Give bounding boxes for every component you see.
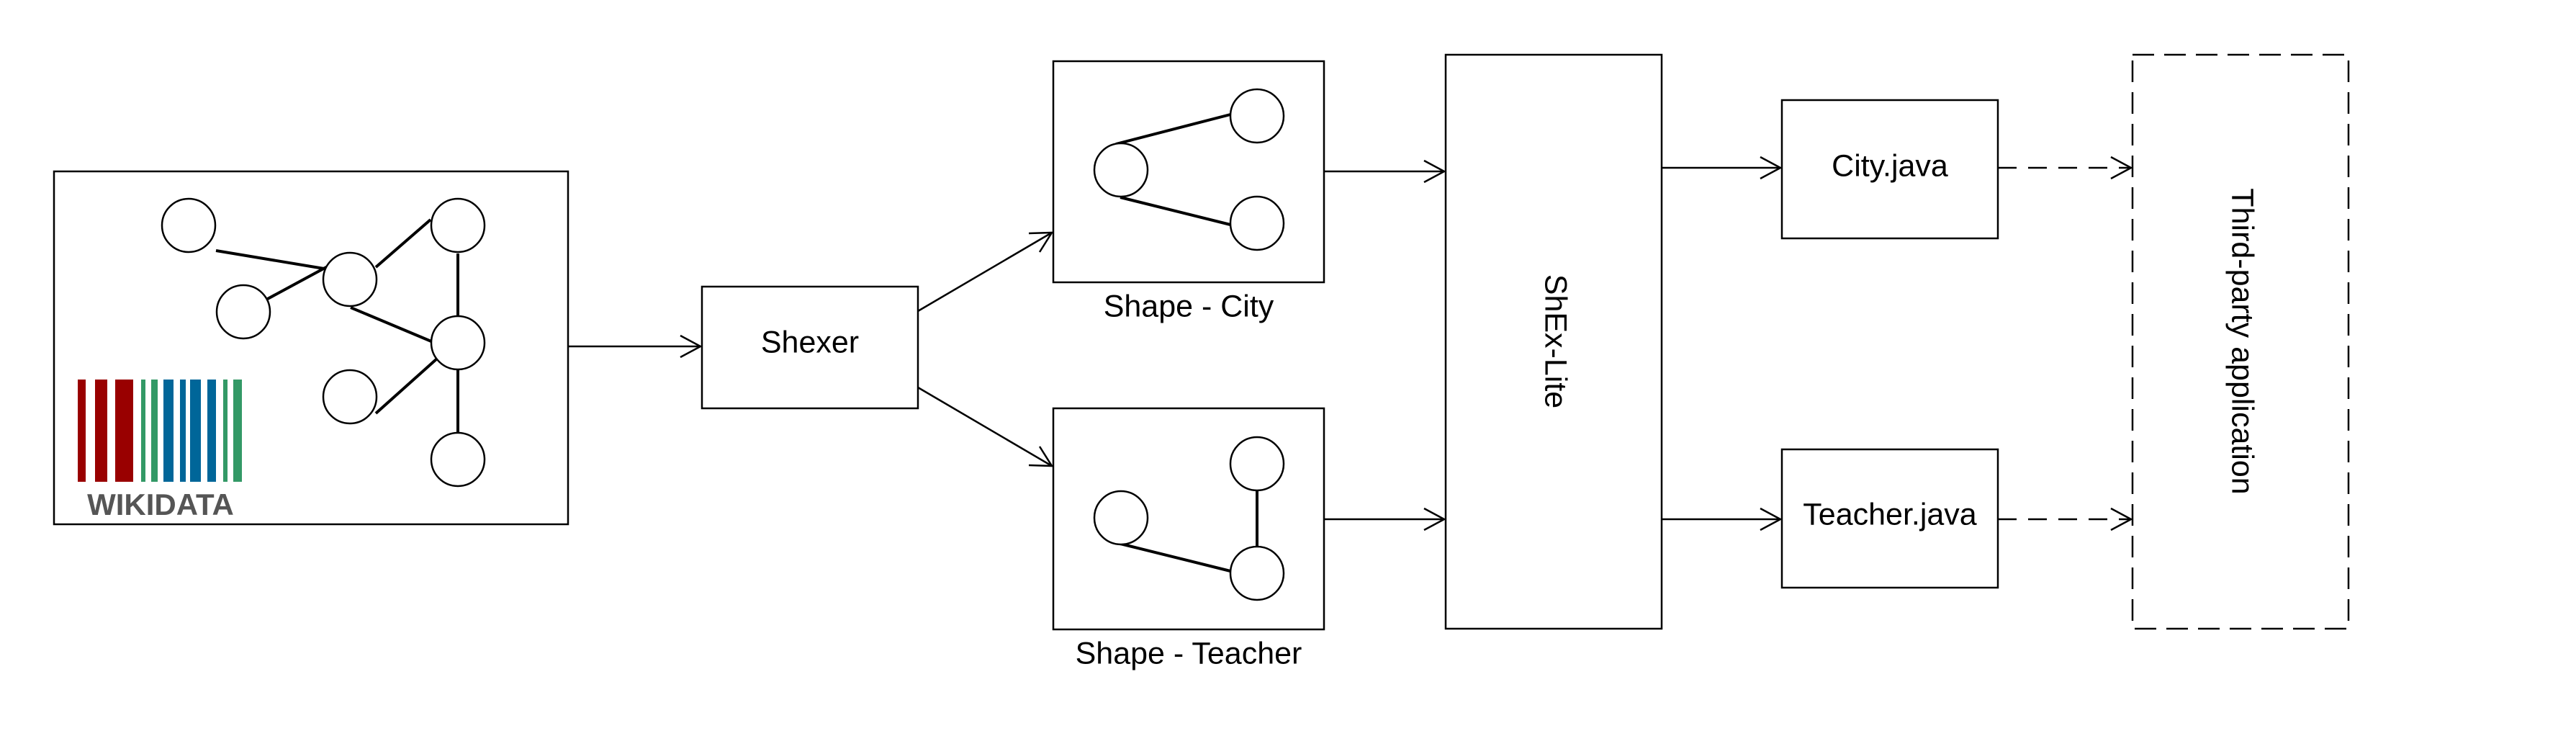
graph-node [322,369,378,425]
wikidata-logo-text: WIKIDATA [87,488,234,521]
graph-node [161,197,217,253]
logo-bar [190,380,201,482]
wikidata-source: WIKIDATA [53,170,569,526]
shape-node [1093,142,1149,198]
shape-node [1093,490,1149,546]
arrow-shexlite-to-teacherjava [1662,507,1783,531]
arrow-teacherjava-to-thirdparty [1998,507,2133,531]
city-java-label: City.java [1832,148,1948,183]
arrow-shexer-to-city [917,231,1054,313]
logo-bar [78,380,86,482]
graph-node [215,284,271,340]
graph-edge [374,357,438,415]
shape-teacher: Shape - Teacher [1052,407,1325,670]
wikidata-graph [161,197,486,488]
third-party-node: Third-party application [2131,53,2350,630]
shape-node [1229,436,1285,492]
logo-bar [223,380,228,482]
shape-city: Shape - City [1052,60,1325,323]
logo-bar [141,380,145,482]
arrow-city-to-shexlite [1324,159,1446,184]
logo-bar [95,380,107,482]
graph-node [430,315,486,371]
shexlite-box [1444,53,1663,630]
shape-node [1229,195,1285,251]
arrow-cityjava-to-thirdparty [1998,156,2133,180]
arrow-wikidata-to-shexer [568,334,703,359]
arrow-shexer-to-teacher [917,386,1054,467]
shape-edge [1115,113,1231,145]
graph-edge [350,306,432,343]
shape-node [1229,545,1285,601]
wikidata-logo: WIKIDATA [78,380,242,521]
arrow-shexlite-to-cityjava [1662,156,1783,180]
shape-teacher-label: Shape - Teacher [1076,636,1302,670]
shexlite-node: ShEx-Lite [1444,53,1663,630]
arrow-teacher-to-shexlite [1324,507,1446,531]
shexer-label: Shexer [761,325,859,359]
teacher-java-label: Teacher.java [1803,497,1977,531]
logo-bar [207,380,216,482]
shexer-node: Shexer [701,285,919,410]
shexlite-label: ShEx-Lite [1539,274,1573,408]
graph-node [322,251,378,308]
teacher-java-node: Teacher.java [1780,448,1999,589]
city-java-node: City.java [1780,99,1999,240]
logo-bar [151,380,158,482]
shexer-box [701,285,919,410]
graph-edge [374,218,432,269]
shape-edge [1120,196,1231,226]
logo-bar [180,380,186,482]
logo-bar [115,380,133,482]
logo-bar [163,380,174,482]
teacher-java-box [1780,448,1999,589]
graph-edge [264,265,328,302]
shape-edge [1120,542,1231,573]
graph-node [430,197,486,253]
logo-bar [233,380,242,482]
third-party-box [2131,53,2350,630]
shape-city-label: Shape - City [1104,289,1274,323]
city-java-box [1780,99,1999,240]
third-party-label: Third-party application [2225,188,2260,494]
graph-node [430,431,486,488]
shape-node [1229,88,1285,144]
graph-edge [215,249,325,270]
